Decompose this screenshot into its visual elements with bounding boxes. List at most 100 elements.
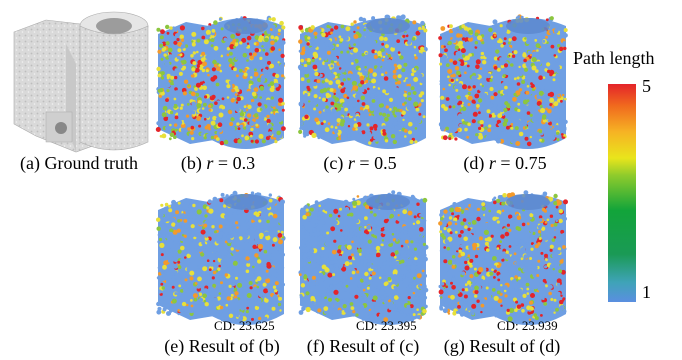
mesh-speckle — [522, 268, 528, 273]
mesh-speckle — [210, 229, 214, 234]
panel-r-0-75 — [432, 4, 572, 154]
mesh-speckle — [203, 223, 208, 228]
mesh-speckle — [544, 265, 548, 269]
mesh-speckle — [378, 234, 382, 238]
mesh-speckle — [345, 26, 351, 32]
mesh-speckle — [330, 280, 334, 284]
mesh-speckle — [479, 88, 482, 92]
mesh-speckle — [183, 118, 189, 124]
mesh-speckle — [488, 209, 491, 213]
mesh-speckle — [281, 282, 285, 287]
mesh-speckle — [403, 226, 408, 231]
mesh-speckle — [462, 84, 467, 90]
mesh-speckle — [409, 46, 415, 52]
mesh-speckle — [171, 285, 175, 289]
mesh-speckle — [553, 54, 557, 57]
mesh-speckle — [257, 243, 264, 250]
mesh-speckle — [384, 288, 387, 292]
mesh-speckle — [298, 39, 303, 44]
mesh-speckle — [562, 41, 566, 45]
mesh-speckle — [520, 257, 524, 261]
mesh-speckle — [520, 303, 525, 307]
mesh-speckle — [467, 227, 471, 232]
mesh-speckle — [242, 249, 246, 253]
mesh-speckle — [504, 207, 509, 212]
mesh-speckle — [549, 248, 553, 252]
mesh-speckle — [499, 24, 503, 28]
mesh-speckle — [321, 80, 325, 84]
mesh-speckle — [321, 204, 324, 207]
mesh-speckle — [544, 68, 548, 72]
mesh-speckle — [545, 101, 549, 105]
mesh-speckle — [529, 53, 533, 57]
mesh-speckle — [383, 317, 389, 322]
mesh-speckle — [324, 61, 328, 66]
mesh-speckle — [248, 96, 252, 100]
mesh-speckle — [371, 271, 376, 276]
mesh-speckle — [169, 110, 174, 115]
mesh-speckle — [267, 83, 271, 87]
mesh-speckle — [415, 107, 420, 112]
mesh-speckle — [494, 111, 498, 116]
mesh-speckle — [211, 276, 215, 280]
mesh-speckle — [389, 301, 394, 305]
mesh-speckle — [559, 259, 564, 264]
mesh-speckle — [198, 124, 202, 128]
mesh-speckle — [502, 121, 508, 127]
mesh-speckle — [381, 310, 385, 314]
mesh-speckle — [342, 32, 347, 37]
mesh-speckle — [160, 253, 164, 257]
mesh-speckle — [375, 99, 380, 104]
mesh-speckle — [166, 286, 170, 290]
mesh-speckle — [518, 131, 524, 137]
mesh-speckle — [447, 243, 452, 248]
mesh-speckle — [211, 67, 216, 72]
mesh-speckle — [440, 217, 444, 221]
mesh-speckle — [454, 222, 458, 226]
mesh-speckle — [340, 82, 344, 86]
mesh-speckle — [279, 220, 284, 226]
mesh-speckle — [205, 29, 211, 35]
mesh-speckle — [231, 282, 236, 287]
mesh-speckle — [397, 74, 402, 79]
mesh-speckle — [365, 141, 369, 145]
mesh-speckle — [532, 51, 537, 56]
mesh-speckle — [174, 123, 178, 127]
mesh-speckle — [563, 46, 567, 51]
mesh-speckle — [316, 79, 321, 84]
mesh-speckle — [192, 61, 197, 66]
mesh-speckle — [438, 121, 444, 127]
mesh-speckle — [484, 302, 490, 308]
mesh-speckle — [224, 214, 229, 219]
mesh-speckle — [303, 252, 308, 257]
mesh-speckle — [347, 311, 352, 315]
mesh-speckle — [265, 235, 271, 241]
mesh-speckle — [300, 58, 305, 63]
mesh-speckle — [466, 257, 470, 261]
mesh-speckle — [208, 127, 211, 131]
mesh-speckle — [516, 35, 519, 39]
mesh-speckle — [300, 283, 306, 288]
mesh-speckle — [369, 126, 374, 131]
mesh-speckle — [558, 114, 564, 120]
mesh-speckle — [357, 248, 362, 253]
mesh-speckle — [180, 127, 185, 132]
mesh-speckle — [168, 308, 173, 313]
mesh-speckle — [523, 243, 528, 248]
mesh-speckle — [267, 123, 272, 128]
mesh-speckle — [270, 35, 275, 40]
mesh-speckle — [442, 308, 448, 314]
mesh-speckle — [556, 249, 561, 255]
mesh-speckle — [280, 276, 284, 280]
mesh-speckle — [212, 86, 217, 91]
mesh-speckle — [374, 44, 378, 48]
mesh-speckle — [345, 225, 349, 229]
mesh-speckle — [256, 276, 262, 282]
mesh-speckle — [367, 54, 372, 59]
mesh-speckle — [177, 219, 181, 223]
mesh-speckle — [163, 53, 167, 57]
mesh-speckle — [393, 295, 399, 300]
mesh-speckle — [447, 295, 451, 298]
mesh-speckle — [542, 278, 547, 283]
mesh-speckle — [320, 259, 324, 263]
